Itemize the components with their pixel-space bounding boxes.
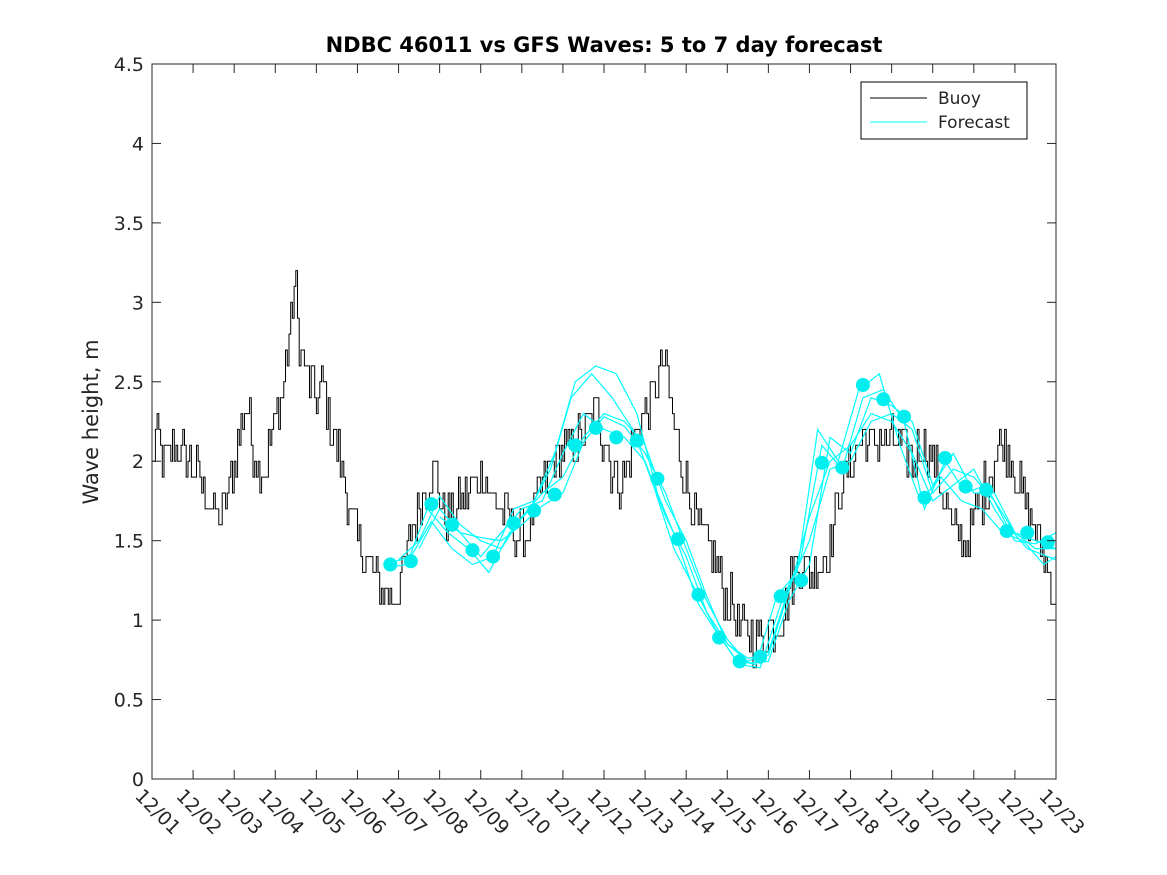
y-tick-label: 2 [132, 451, 144, 473]
y-tick-label: 4 [132, 133, 144, 155]
y-tick-label: 2.5 [114, 372, 144, 394]
forecast-marker [917, 490, 932, 505]
y-tick-label: 1 [132, 610, 144, 632]
y-tick-label: 0 [132, 769, 144, 791]
forecast-marker [691, 587, 706, 602]
legend-label-forecast: Forecast [938, 113, 1010, 133]
plot-area: 00.511.522.533.544.512/0112/0212/0312/04… [114, 54, 1089, 839]
buoy-series [152, 270, 1056, 669]
chart-title: NDBC 46011 vs GFS Waves: 5 to 7 day fore… [326, 33, 883, 57]
y-axis-label: Wave height, m [79, 339, 103, 504]
y-tick-label: 3 [132, 292, 144, 314]
forecast-marker [383, 557, 398, 572]
forecast-marker [999, 524, 1014, 539]
forecast-marker [732, 654, 747, 669]
y-tick-label: 1.5 [114, 531, 144, 553]
y-tick-label: 4.5 [114, 54, 144, 76]
forecast-marker [753, 649, 768, 664]
y-tick-label: 0.5 [114, 690, 144, 712]
forecast-marker [650, 471, 665, 486]
forecast-marker [609, 430, 624, 445]
legend-box [860, 81, 1028, 140]
forecast-marker [465, 543, 480, 558]
forecast-marker [527, 503, 542, 518]
forecast-marker [629, 433, 644, 448]
forecast-marker [424, 497, 439, 512]
forecast-marker [835, 460, 850, 475]
legend: Buoy Forecast [860, 81, 1028, 140]
forecast-marker [814, 455, 829, 470]
y-tick-label: 3.5 [114, 213, 144, 235]
forecast-marker [403, 554, 418, 569]
forecast-marker [588, 420, 603, 435]
forecast-marker [712, 630, 727, 645]
forecast-marker [671, 532, 685, 547]
forecast-marker [794, 573, 809, 588]
legend-label-buoy: Buoy [938, 89, 981, 109]
forecast-marker [876, 392, 891, 407]
forecast-marker [773, 589, 788, 604]
forecast-marker [958, 479, 973, 494]
forecast-marker [1040, 535, 1055, 550]
forecast-marker [547, 487, 562, 502]
plot-background [152, 64, 1056, 779]
forecast-marker [979, 482, 994, 497]
forecast-marker [897, 409, 911, 424]
forecast-marker [855, 378, 870, 392]
forecast-marker [568, 438, 583, 453]
forecast-series-2 [390, 365, 1056, 669]
forecast-marker [1020, 525, 1035, 540]
forecast-marker [445, 517, 459, 532]
forecast-marker [486, 549, 501, 564]
forecast-marker [506, 516, 521, 531]
forecast-marker [938, 451, 953, 465]
